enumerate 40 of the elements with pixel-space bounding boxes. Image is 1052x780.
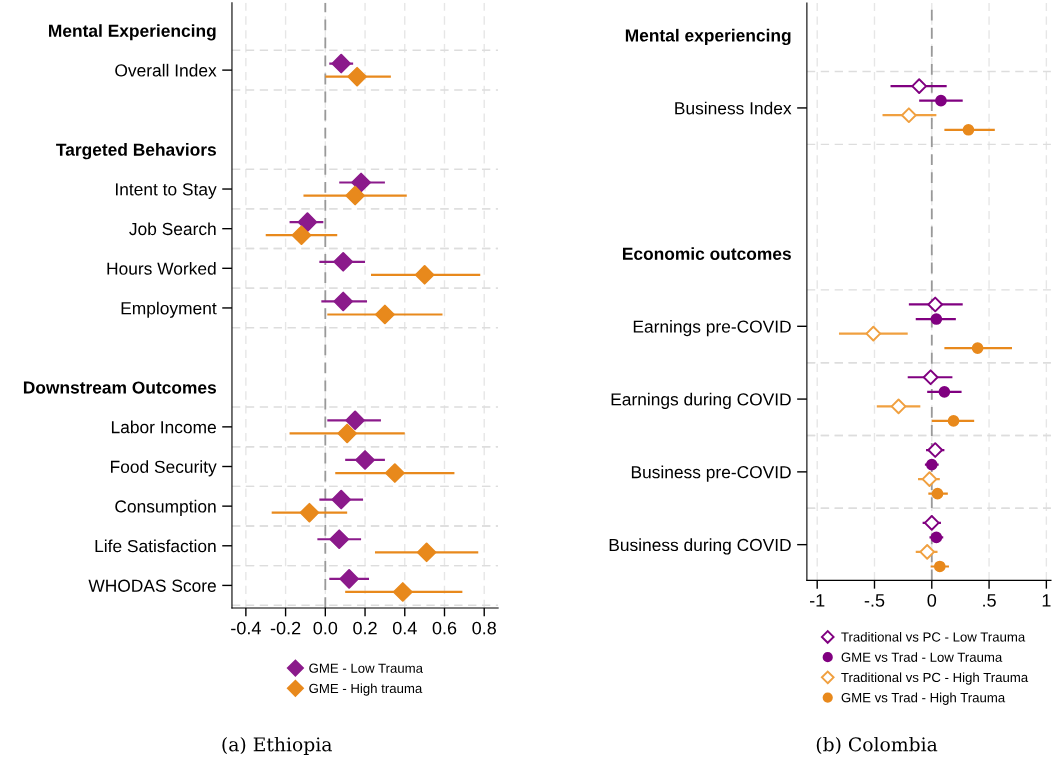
y-tick-label: Intent to Stay <box>116 183 217 199</box>
y-tick-label: Earnings pre-COVID <box>633 320 791 337</box>
legend-label: Traditional vs PC - Low Trauma <box>841 631 1026 642</box>
y-tick-label: Hours Worked <box>107 262 216 275</box>
x-tick-label: -.5 <box>864 594 885 607</box>
legend-label: GME - Low Trauma <box>309 663 423 673</box>
y-tick-label: Economic outcomes <box>622 247 791 260</box>
legend-label: GME - High trauma <box>309 683 423 696</box>
text: (b) Colombia <box>816 736 938 755</box>
x-tick-label: 0.4 <box>392 621 417 635</box>
y-tick-label: Downstream Outcomes <box>23 381 216 394</box>
y-tick-label: Business Index <box>675 101 792 115</box>
legend-label: GME vs Trad - High Trauma <box>841 692 1006 705</box>
x-tick-label: -1 <box>809 594 825 607</box>
y-tick-label: Mental experiencing <box>625 28 791 46</box>
y-tick-label: Business pre-COVID <box>631 465 791 482</box>
y-tick-label: Overall Index <box>115 63 217 77</box>
x-tick-label: 0.2 <box>353 621 377 635</box>
y-tick-label: Life Satisfaction <box>95 539 216 553</box>
y-tick-label: Earnings during COVID <box>611 392 791 409</box>
x-tick-label: 0.6 <box>432 621 457 635</box>
text: (a) Ethiopia <box>222 736 332 756</box>
y-tick-label: Business during COVID <box>609 538 791 555</box>
x-tick-label: -0.2 <box>270 621 301 635</box>
legend-label: GME vs Trad - Low Trauma <box>841 652 1003 662</box>
y-tick-label: Targeted Behaviors <box>56 143 216 160</box>
x-tick-label: 0.8 <box>472 621 496 635</box>
x-tick-label: 1 <box>1042 594 1051 607</box>
legend-label: Traditional vs PC - High Trauma <box>841 672 1029 685</box>
y-tick-label: Labor Income <box>111 420 216 434</box>
y-tick-label: WHODAS Score <box>88 579 216 592</box>
x-tick-label: .5 <box>983 594 996 607</box>
y-tick-label: Job Search <box>129 222 216 236</box>
y-tick-label: Employment <box>121 301 217 318</box>
x-tick-label: 0 <box>927 593 937 607</box>
x-tick-label: 0.0 <box>313 621 338 635</box>
y-tick-label: Mental Experiencing <box>49 24 216 41</box>
x-tick-label: -0.4 <box>231 621 261 635</box>
y-tick-label: Food Security <box>111 460 217 477</box>
y-tick-label: Consumption <box>115 499 216 517</box>
